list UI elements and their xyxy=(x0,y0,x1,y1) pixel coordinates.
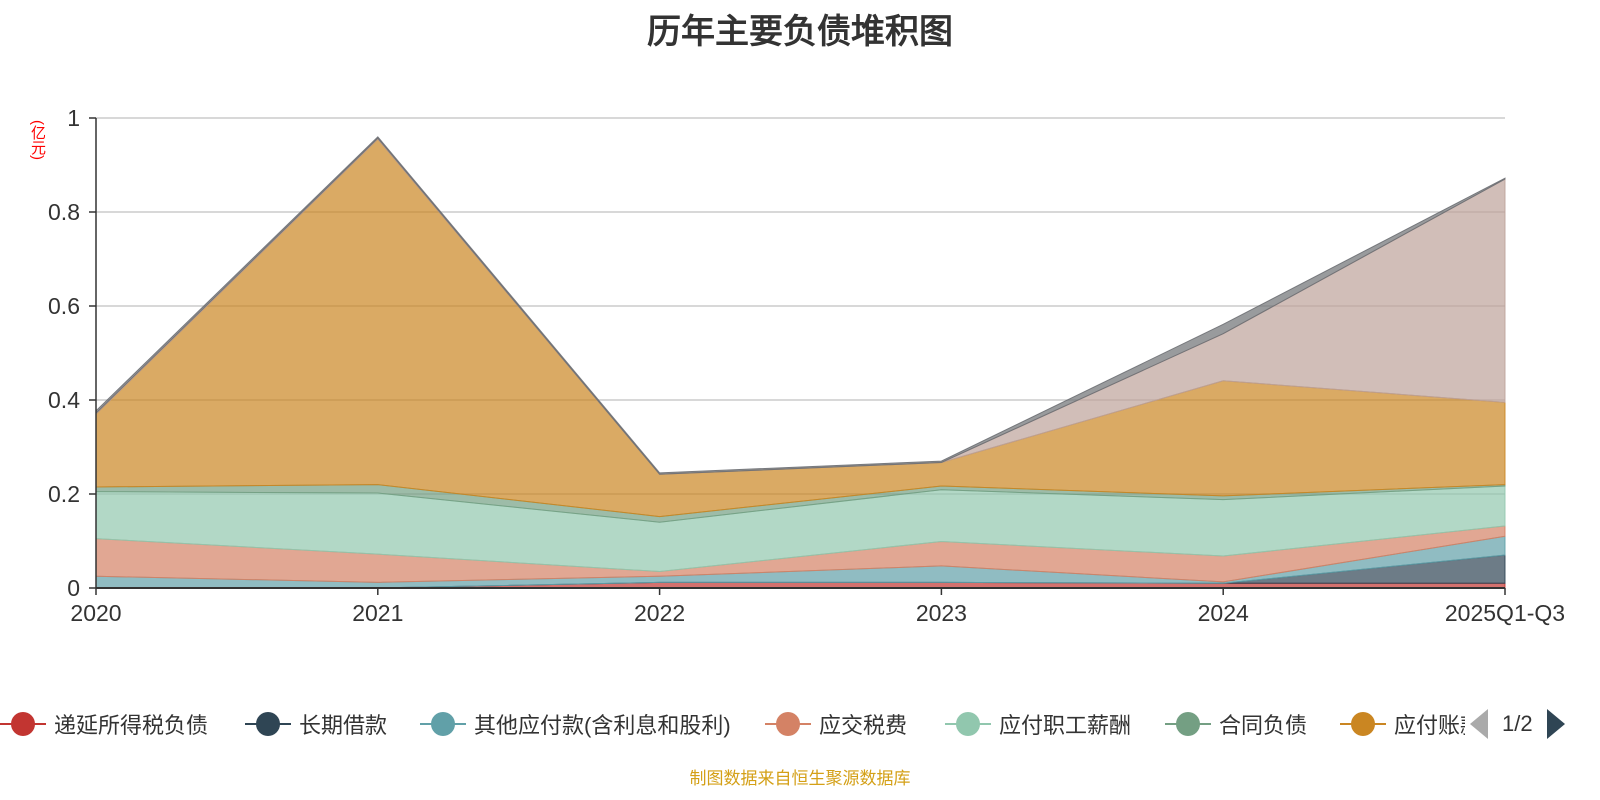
axes: 0 0.2 0.4 0.6 0.8 1 2020 2021 2022 2023 2024 2025Q1… xyxy=(48,105,1565,626)
chart-title: 历年主要负债堆积图 xyxy=(647,13,953,51)
legend-marker-icon xyxy=(1340,706,1386,742)
area-series-group xyxy=(95,136,1506,589)
data-source-note: 制图数据来自恒生聚源数据库 xyxy=(689,769,911,788)
legend-marker-icon xyxy=(0,706,46,742)
legend-item[interactable]: 应付职工薪酬 xyxy=(945,706,1131,742)
y-tick-label: 1 xyxy=(67,105,80,131)
legend-label: 其他应付款(含利息和股利) xyxy=(474,713,731,738)
legend-label: 递延所得税负债 xyxy=(54,713,209,738)
legend-item[interactable]: 合同负债 xyxy=(1165,706,1307,742)
legend-marker-icon xyxy=(945,706,991,742)
y-tick-label: 0 xyxy=(67,575,80,601)
y-tick-label: 0.6 xyxy=(48,293,80,319)
legend-marker-icon xyxy=(245,706,291,742)
legend-items: 递延所得税负债 长期借款 其他应付款(含利息和股利) 应交税费 应付职工薪酬 合同负债 应付… xyxy=(0,706,1465,762)
legend-page-number: 1/2 xyxy=(1502,711,1533,736)
x-tick-label: 2021 xyxy=(352,600,403,626)
legend: 递延所得税负债 长期借款 其他应付款(含利息和股利) 应交税费 应付职工薪酬 合同负债 应付… xyxy=(0,706,1600,762)
legend-item[interactable]: 其他应付款(含利息和股利) xyxy=(420,706,731,742)
y-axis-unit-label: (亿元) xyxy=(29,120,46,160)
legend-label: 应付职工薪酬 xyxy=(999,713,1132,738)
legend-item[interactable]: 长期借款 xyxy=(245,706,387,742)
x-tick-label: 2023 xyxy=(916,600,967,626)
legend-prev-page-icon[interactable] xyxy=(1470,709,1488,739)
stacked-area-chart: 0 0.2 0.4 0.6 0.8 1 2020 2021 2022 2023 2024 2025Q1… xyxy=(48,105,1565,626)
x-tick-label: 2022 xyxy=(634,600,685,626)
y-tick-label: 0.4 xyxy=(48,387,80,413)
legend-label: 应付账款 xyxy=(1394,713,1465,738)
legend-item[interactable]: 递延所得税负债 xyxy=(0,706,208,742)
legend-label: 应交税费 xyxy=(819,713,908,738)
y-tick-label: 0.8 xyxy=(48,199,80,225)
x-tick-label: 2020 xyxy=(70,600,121,626)
legend-label: 合同负债 xyxy=(1219,713,1308,738)
x-tick-label: 2025Q1-Q3 xyxy=(1445,600,1565,626)
legend-marker-icon xyxy=(1165,706,1211,742)
legend-marker-icon xyxy=(765,706,811,742)
legend-pager: 1/2 xyxy=(1470,706,1565,742)
area-series-unnamed[interactable] xyxy=(95,136,1506,475)
legend-marker-icon xyxy=(420,706,466,742)
legend-label: 长期借款 xyxy=(299,713,388,738)
y-tick-label: 0.2 xyxy=(48,481,80,507)
legend-item[interactable]: 应交税费 xyxy=(765,706,907,742)
x-tick-label: 2024 xyxy=(1198,600,1249,626)
legend-item[interactable]: 应付账款 xyxy=(1340,706,1465,742)
legend-next-page-icon[interactable] xyxy=(1546,709,1565,739)
